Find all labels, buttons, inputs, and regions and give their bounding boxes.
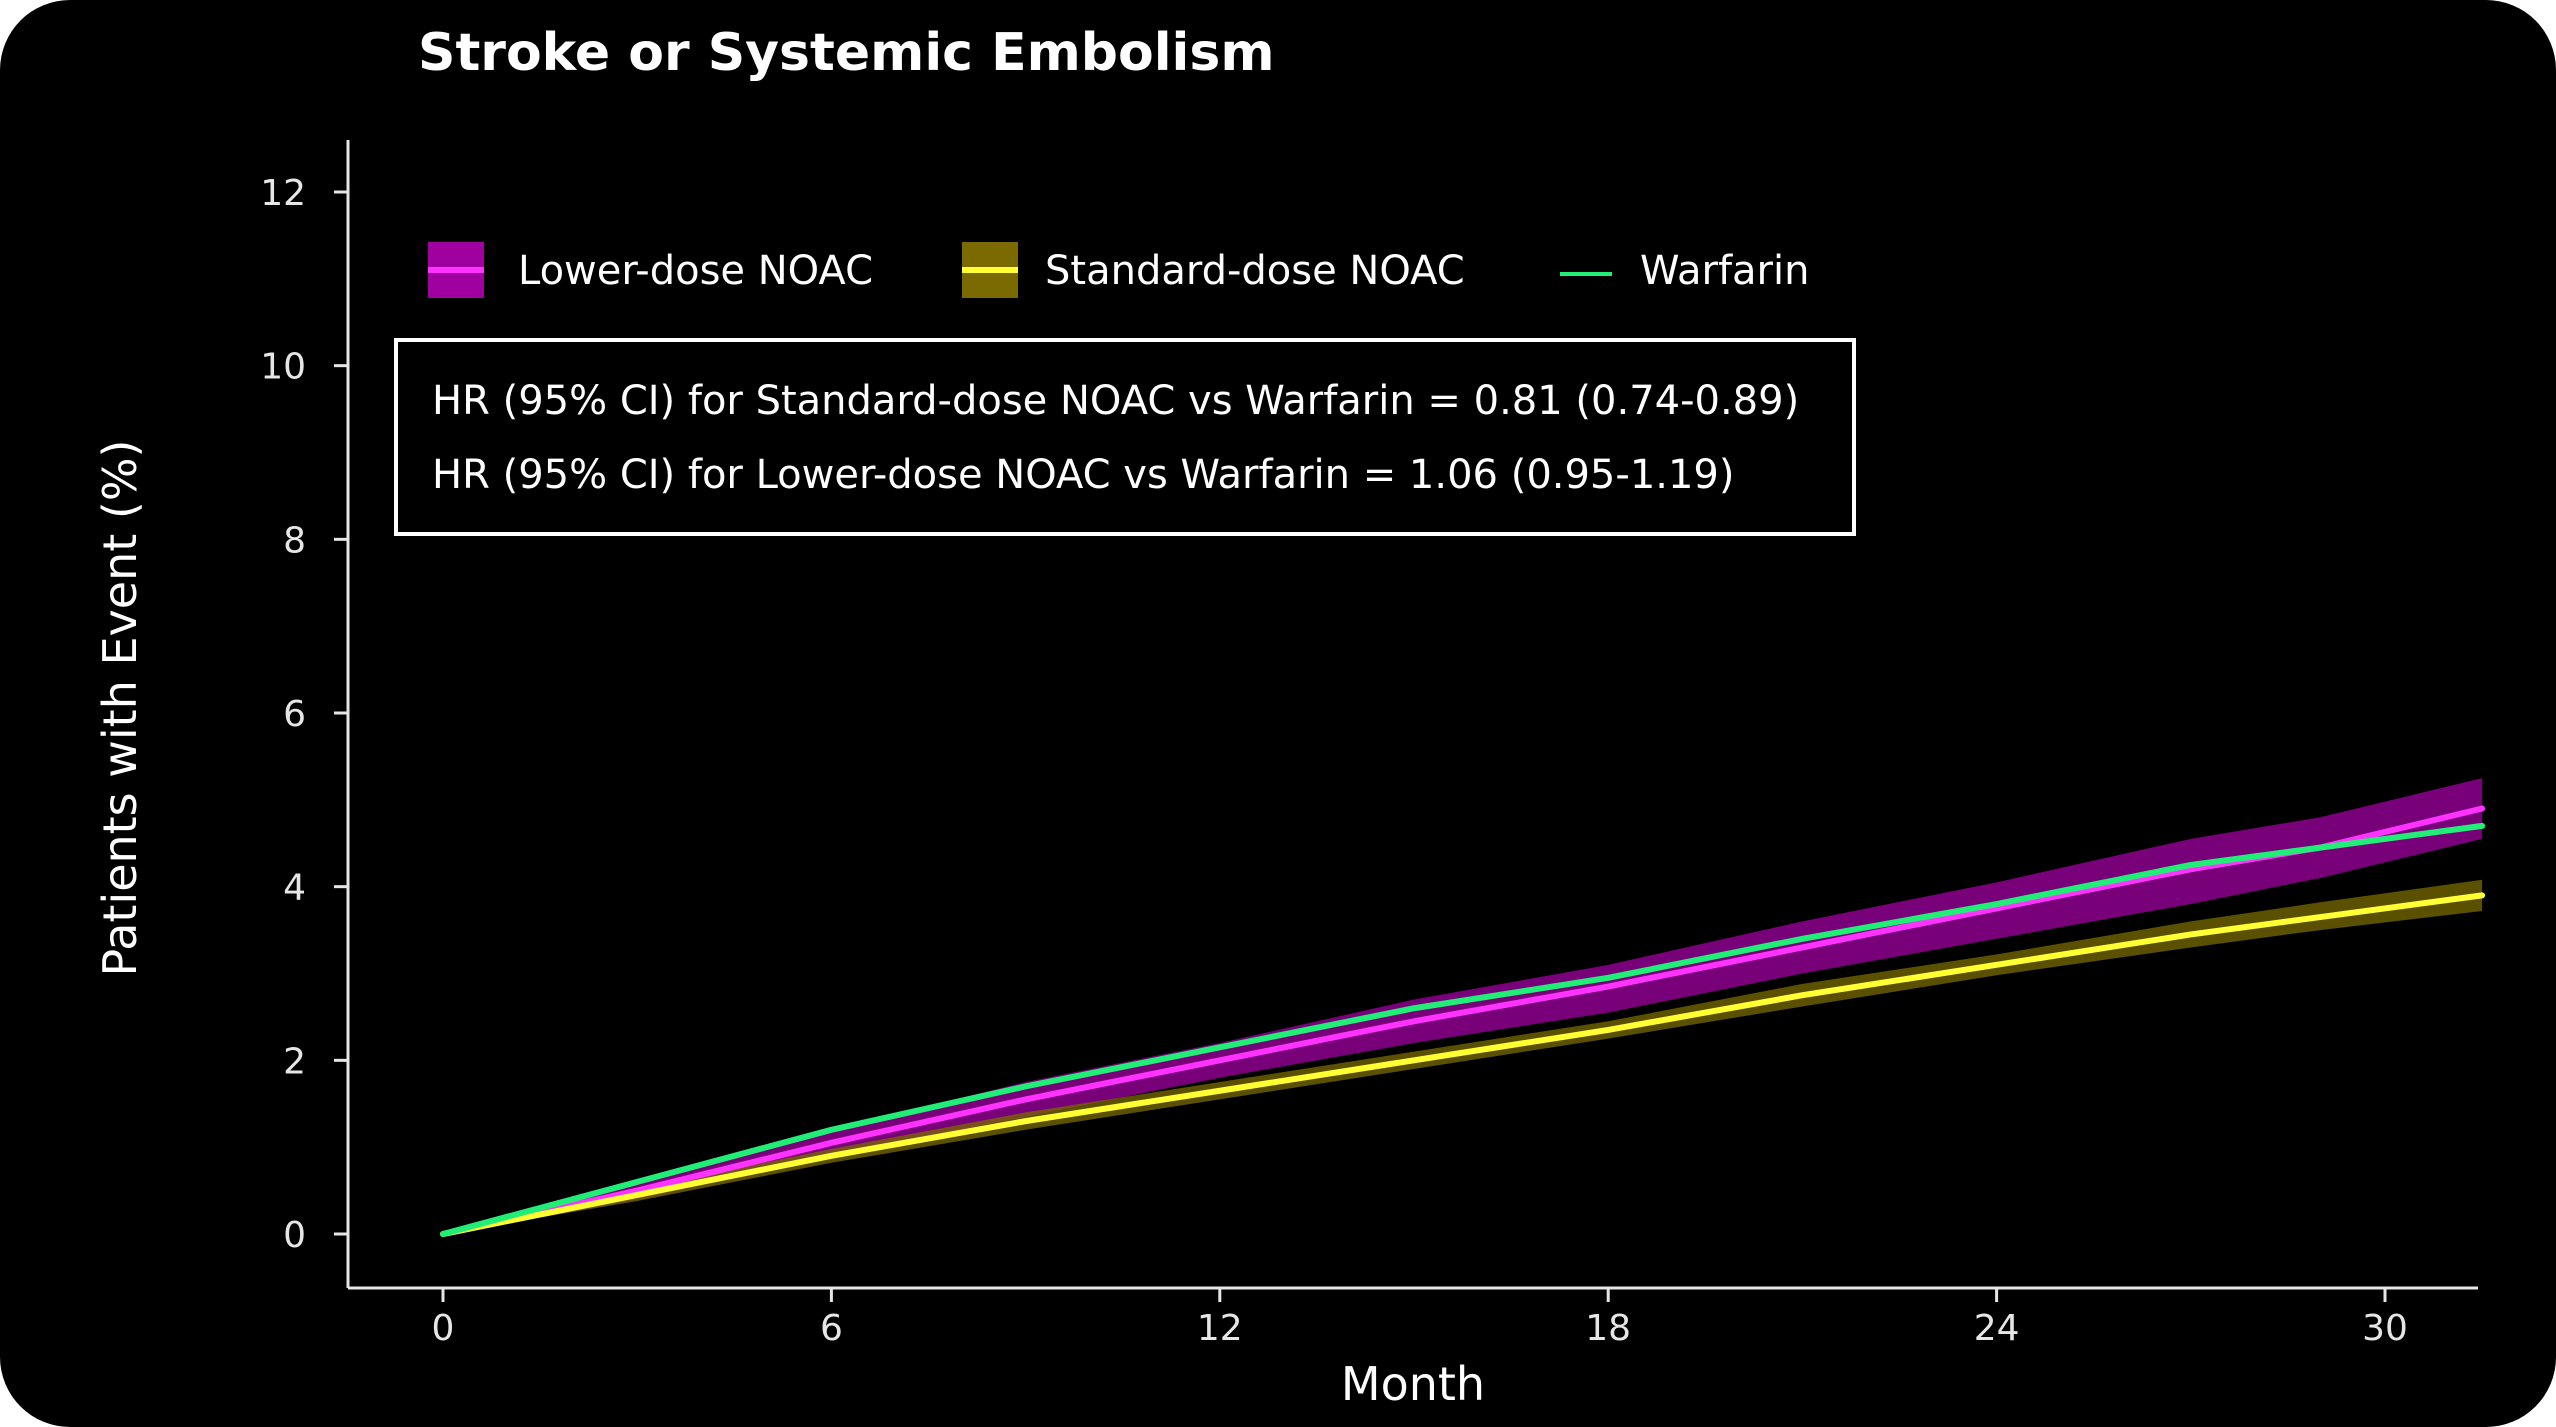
x-tick-label: 18 [1585, 1308, 1631, 1349]
hr-box-border [394, 338, 1856, 536]
y-tick-label: 8 [283, 520, 306, 561]
series-line-1 [440, 892, 2486, 1237]
x-tick-label: 24 [1974, 1308, 2020, 1349]
series-line-0 [440, 805, 2486, 1237]
series-line-2 [440, 822, 2486, 1237]
x-tick-label: 6 [820, 1308, 843, 1349]
y-tick-label: 2 [283, 1041, 306, 1082]
hr-standard-dose: HR (95% CI) for Standard-dose NOAC vs Wa… [432, 378, 1799, 424]
legend-item-2: Warfarin [1560, 248, 1809, 294]
y-tick-label: 4 [283, 868, 306, 909]
legend-item-0: Lower-dose NOAC [428, 242, 873, 298]
legend-label: Lower-dose NOAC [518, 248, 873, 294]
x-tick-label: 12 [1197, 1308, 1243, 1349]
ci-band-0 [443, 778, 2483, 1234]
x-tick-label: 0 [432, 1308, 455, 1349]
y-tick-label: 0 [283, 1215, 306, 1256]
legend-label: Standard-dose NOAC [1045, 248, 1465, 294]
legend-label: Warfarin [1640, 248, 1809, 294]
series-lines [440, 805, 2486, 1237]
legend-item-1: Standard-dose NOAC [962, 242, 1465, 298]
x-axis-title: Month [1341, 1357, 1485, 1411]
y-tick-label: 6 [283, 694, 306, 735]
x-tick-label: 30 [2362, 1308, 2408, 1349]
chart-title: Stroke or Systemic Embolism [418, 23, 1275, 83]
hr-annotation-box: HR (95% CI) for Standard-dose NOAC vs Wa… [394, 338, 1856, 536]
hr-lower-dose: HR (95% CI) for Lower-dose NOAC vs Warfa… [432, 452, 1734, 498]
y-tick-label: 12 [260, 173, 306, 214]
legend: Lower-dose NOAC Standard-dose NOAC Warfari… [428, 242, 1809, 298]
y-tick-label: 10 [260, 347, 306, 388]
y-axis-title: Patients with Event (%) [93, 440, 147, 977]
ci-band-1 [443, 879, 2483, 1234]
